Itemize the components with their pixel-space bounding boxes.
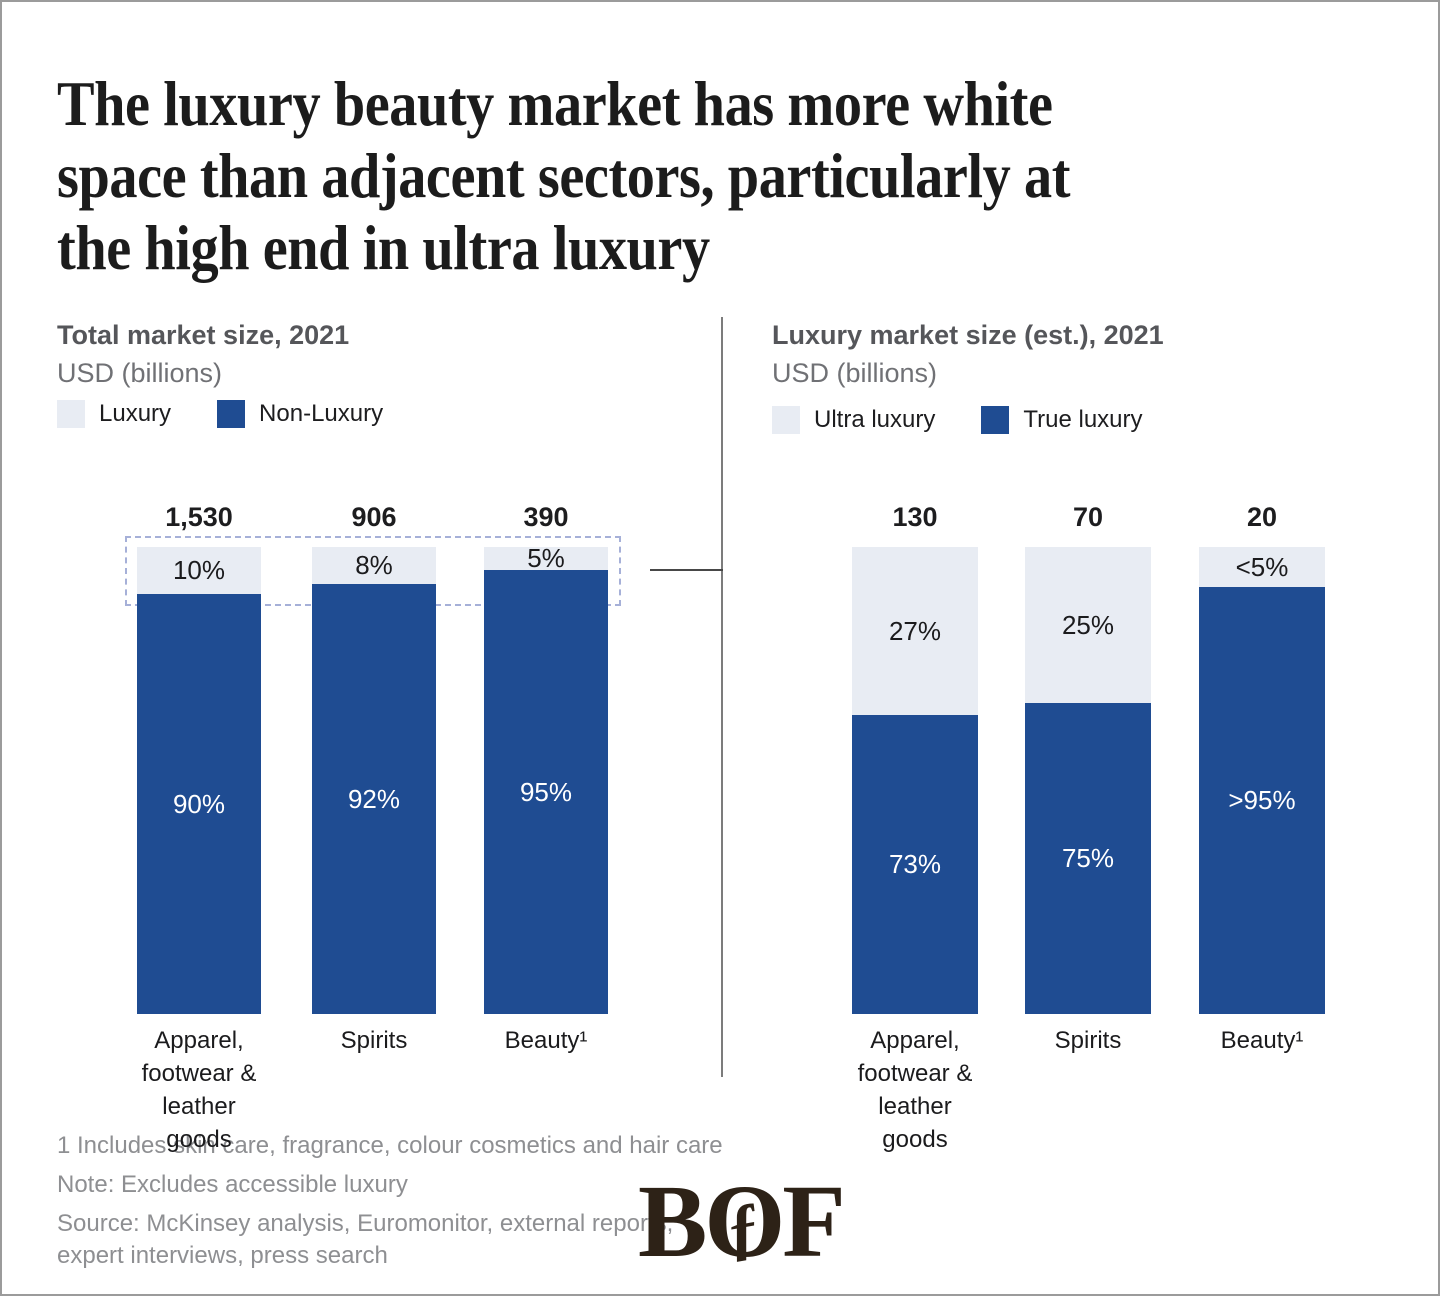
left-panel-header: Total market size, 2021 USD (billions): [57, 316, 349, 392]
legend-label: Luxury: [99, 400, 172, 427]
segment-pct-label: 5%: [527, 543, 565, 573]
left-panel-title: Total market size, 2021: [57, 320, 350, 350]
segment-pct-label: 8%: [355, 550, 393, 580]
logo-letter-b: B: [638, 1164, 707, 1279]
stacked-bar: 5% 95%: [484, 543, 608, 1014]
stacked-bar: 27% 73%: [852, 547, 978, 1014]
bar-total-label: 390: [523, 502, 569, 532]
ultra-luxury-segment: 25%: [1025, 547, 1151, 703]
connector-line: [650, 569, 723, 571]
category-line: Spirits: [1054, 1027, 1122, 1054]
category-line: Apparel,: [154, 1027, 244, 1054]
bar-left-beauty: 390 5% 95% Beauty¹: [484, 502, 608, 1057]
luxury-segment: 8%: [312, 547, 436, 584]
category-label: Apparel, footwear & leather goods: [852, 1024, 978, 1156]
category-label: Apparel, footwear & leather goods: [137, 1024, 261, 1156]
non-luxury-segment: 95%: [484, 570, 608, 1014]
footnote-source-line-1: Source: McKinsey analysis, Euromonitor, …: [57, 1210, 674, 1237]
true-luxury-segment: 75%: [1025, 703, 1151, 1014]
segment-pct-label: >95%: [1228, 785, 1296, 815]
footnote-source-line-2: expert interviews, press search: [57, 1242, 388, 1269]
non-luxury-segment: 92%: [312, 584, 436, 1014]
right-panel-header: Luxury market size (est.), 2021 USD (bil…: [772, 316, 1164, 392]
logo-letter-o: O ƒ: [704, 1170, 785, 1274]
non-luxury-segment: 90%: [137, 594, 261, 1014]
category-line: Beauty¹: [504, 1027, 588, 1054]
segment-pct-label: 92%: [347, 783, 401, 814]
title-line-3: the high end in ultra luxury: [57, 212, 710, 283]
category-line: Beauty¹: [1220, 1027, 1304, 1054]
category-line: footwear &: [141, 1060, 257, 1087]
ultra-luxury-segment: 27%: [852, 547, 978, 715]
luxury-segment: 5%: [484, 543, 608, 573]
category-line: leather goods: [162, 1093, 236, 1153]
segment-pct-label: <5%: [1235, 551, 1289, 582]
legend-item-luxury: Luxury: [57, 400, 171, 428]
left-legend: Luxury Non-Luxury: [57, 400, 383, 428]
logo-letter-f: F: [782, 1164, 846, 1279]
category-line: leather goods: [878, 1093, 952, 1153]
legend-item-true-luxury: True luxury: [981, 406, 1143, 434]
true-luxury-segment: >95%: [1199, 587, 1325, 1014]
bar-left-apparel: 1,530 10% 90% Apparel, footwear & leathe…: [137, 502, 261, 1156]
ultra-luxury-swatch-icon: [772, 406, 800, 434]
category-label: Beauty¹: [484, 1024, 608, 1057]
segment-pct-label: 10%: [172, 555, 226, 585]
bar-right-spirits: 70 25% 75% Spirits: [1025, 502, 1151, 1057]
ultra-luxury-segment: <5%: [1199, 547, 1325, 587]
right-panel-subtitle: USD (billions): [772, 358, 938, 388]
right-panel-title: Luxury market size (est.), 2021: [772, 320, 1164, 350]
footnotes: 1 Includes skin care, fragrance, colour …: [57, 1130, 723, 1272]
segment-pct-label: 75%: [1061, 843, 1115, 873]
stacked-bar: <5% >95%: [1199, 547, 1325, 1014]
legend-label: Ultra luxury: [814, 406, 936, 433]
category-label: Spirits: [1025, 1024, 1151, 1057]
bof-logo: B O ƒ F: [638, 1164, 846, 1279]
page-title: The luxury beauty market has more white …: [57, 68, 1342, 284]
footnote-1: 1 Includes skin care, fragrance, colour …: [57, 1132, 723, 1159]
stacked-bar: 10% 90%: [137, 547, 261, 1014]
legend-label: True luxury: [1023, 406, 1143, 433]
category-line: Apparel,: [870, 1027, 960, 1054]
title-line-1: The luxury beauty market has more white: [57, 68, 1053, 139]
bar-left-spirits: 906 8% 92% Spirits: [312, 502, 436, 1057]
right-legend: Ultra luxury True luxury: [772, 406, 1143, 434]
bar-total-label: 130: [892, 502, 938, 532]
category-label: Spirits: [312, 1024, 436, 1057]
left-panel-subtitle: USD (billions): [57, 358, 223, 388]
stacked-bar: 25% 75%: [1025, 547, 1151, 1014]
bar-total-label: 906: [351, 502, 397, 532]
footnote-note: Note: Excludes accessible luxury: [57, 1171, 408, 1198]
non-luxury-swatch-icon: [217, 400, 246, 428]
segment-pct-label: 95%: [519, 776, 573, 807]
bar-right-apparel: 130 27% 73% Apparel, footwear & leather …: [852, 502, 978, 1156]
stacked-bar: 8% 92%: [312, 547, 436, 1014]
category-line: footwear &: [857, 1060, 973, 1087]
segment-pct-label: 73%: [888, 849, 942, 879]
category-label: Beauty¹: [1199, 1024, 1325, 1057]
true-luxury-segment: 73%: [852, 715, 978, 1014]
bar-total-label: 20: [1246, 502, 1278, 532]
bar-total-label: 70: [1072, 502, 1104, 532]
segment-pct-label: 25%: [1061, 609, 1115, 640]
bar-right-beauty: 20 <5% >95% Beauty¹: [1199, 502, 1325, 1057]
panel-divider: [721, 317, 723, 1077]
legend-item-ultra-luxury: Ultra luxury: [772, 406, 935, 434]
category-line: Spirits: [340, 1027, 408, 1054]
legend-label: Non-Luxury: [259, 400, 384, 427]
true-luxury-swatch-icon: [981, 406, 1010, 434]
segment-pct-label: 27%: [888, 615, 942, 646]
segment-pct-label: 90%: [172, 788, 226, 819]
logo-letter-o-glyph: O: [704, 1164, 785, 1279]
title-line-2: space than adjacent sectors, particularl…: [57, 140, 1071, 211]
luxury-swatch-icon: [57, 400, 85, 428]
bar-total-label: 1,530: [165, 502, 233, 532]
luxury-segment: 10%: [137, 547, 261, 594]
legend-item-non-luxury: Non-Luxury: [217, 400, 383, 428]
